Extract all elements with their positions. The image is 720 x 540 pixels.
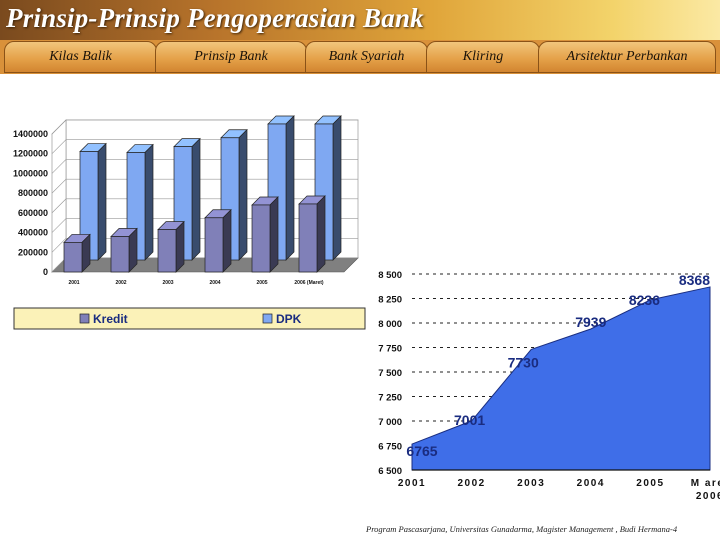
y-tick-label: 800000 [18, 188, 48, 198]
y-tick-label: 8 000 [378, 319, 402, 330]
bar-dpk-side [332, 115, 342, 261]
gridline [51, 119, 358, 135]
x-tick-label: 2006 (Maret) [294, 280, 324, 286]
bar-kredit [157, 229, 177, 273]
area-chart: 6 500 6 750 7 000 7 250 7 500 7 750 8 000 8 250… [378, 270, 720, 502]
bar-dpk-side [191, 137, 201, 261]
data-label: 7730 [508, 354, 539, 370]
tab-bank-syariah[interactable]: Bank Syariah [305, 41, 428, 73]
bar-dpk-side [285, 115, 295, 261]
bar-kredit-side [175, 220, 185, 273]
x-tick-label: 2003 [162, 280, 173, 286]
bar-kredit-side [316, 195, 326, 273]
tab-kliring[interactable]: Kliring [426, 41, 540, 73]
gridline [51, 159, 358, 174]
bar-kredit [251, 204, 271, 273]
y-tick-label: 600000 [18, 208, 48, 218]
bar-kredit-side [128, 227, 138, 273]
x-tick-label: 2004 [209, 280, 220, 286]
area-series [411, 286, 711, 471]
y-tick-label: 0 [43, 267, 48, 277]
x-tick-label: 2003 [517, 478, 545, 489]
bar-kredit-side [222, 208, 232, 273]
y-tick-label: 7 750 [378, 344, 402, 355]
legend-label-kredit: Kredit [93, 312, 128, 326]
y-tick-label: 6 500 [378, 466, 402, 477]
y-tick-label: 7 250 [378, 393, 402, 404]
y-tick-label: 1200000 [13, 149, 48, 159]
bar-chart: 0 200000 400000 600000 800000 1000000 1200000 1… [13, 115, 366, 330]
y-tick-label: 8 250 [378, 295, 402, 306]
legend-swatch-dpk [262, 313, 273, 324]
bar-dpk-side [97, 142, 107, 261]
page-title: Prinsip-Prinsip Pengoperasian Bank [6, 3, 424, 33]
data-label: 7939 [575, 314, 606, 330]
bar-dpk-side [238, 128, 248, 261]
data-label: 6765 [406, 443, 437, 459]
x-tick-label: 2001 [398, 478, 426, 489]
y-tick-label: 7 000 [378, 417, 402, 428]
bar-kredit-side [269, 196, 279, 273]
data-label: 8236 [629, 292, 660, 308]
y-tick-label: 1000000 [13, 168, 48, 178]
y-tick-label: 7 500 [378, 368, 402, 379]
x-tick-label: 2005 [636, 478, 664, 489]
footer-credit: Program Pascasarjana, Universitas Gunada… [366, 524, 678, 534]
x-tick-label: 2005 [256, 280, 267, 286]
bar-kredit [110, 236, 130, 273]
tab-arsitektur-perbankan[interactable]: Arsitektur Perbankan [538, 41, 716, 73]
gridline [51, 178, 358, 194]
title-bar: Prinsip-Prinsip Pengoperasian Bank [0, 0, 720, 40]
y-tick-label: 400000 [18, 228, 48, 238]
y-tick-label: 8 500 [378, 270, 402, 281]
x-tick-label: 2001 [68, 280, 79, 286]
data-label: 7001 [454, 412, 485, 428]
x-tick-label: 2002 [115, 280, 126, 286]
y-tick-label: 6 750 [378, 442, 402, 453]
x-tick-label: 2002 [457, 478, 485, 489]
y-tick-label: 1400000 [13, 129, 48, 139]
x-tick-label: M aret [691, 478, 720, 489]
legend-label-dpk: DPK [276, 312, 302, 326]
tab-kilas-balik[interactable]: Kilas Balik [4, 41, 157, 73]
x-tick-label: 2004 [577, 478, 605, 489]
data-label: 8368 [679, 272, 710, 288]
y-tick-label: 200000 [18, 247, 48, 257]
gridline [51, 139, 358, 154]
bar-dpk-side [144, 143, 154, 261]
legend-box [13, 307, 366, 330]
tab-prinsip-bank[interactable]: Prinsip Bank [155, 41, 307, 73]
bar-kredit [63, 242, 83, 273]
bar-kredit [298, 203, 318, 273]
legend-swatch-kredit [79, 313, 90, 324]
x-tick-label: 2006 [696, 491, 720, 502]
bar-kredit [204, 217, 224, 273]
